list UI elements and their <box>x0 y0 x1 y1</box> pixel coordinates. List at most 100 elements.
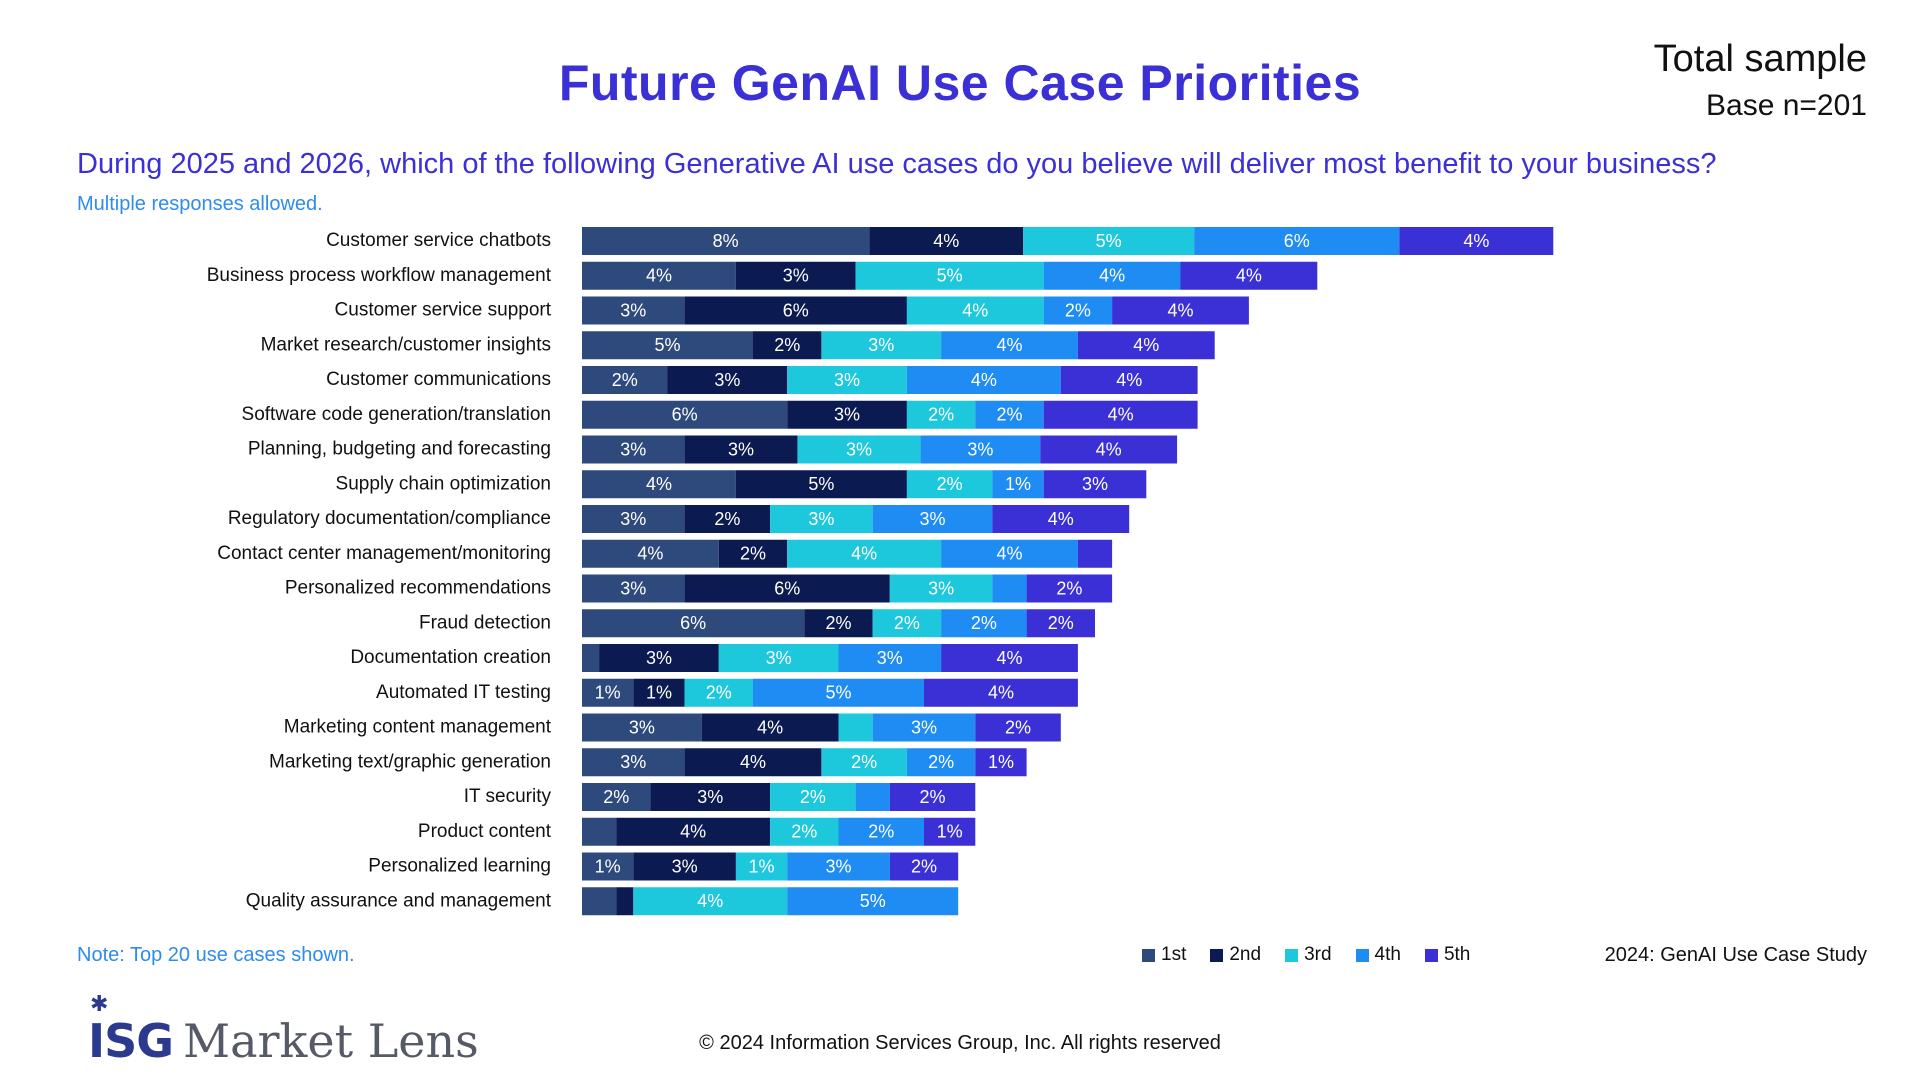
bar-segment-4th <box>992 470 1044 499</box>
data-label: 2% <box>740 544 766 564</box>
data-label: 6% <box>672 405 698 425</box>
bar-segment-1st <box>582 539 719 568</box>
bar-segment-3rd <box>735 852 788 881</box>
category-label: Marketing text/graphic generation <box>269 751 551 772</box>
category-label: Customer service chatbots <box>326 230 551 251</box>
bar-segment-3rd <box>797 435 921 464</box>
bar-segment-3rd <box>872 609 942 638</box>
data-label: 3% <box>620 509 646 529</box>
data-label: 4% <box>646 474 672 494</box>
bar-segment-1st <box>582 470 736 499</box>
data-label: 2% <box>791 822 817 842</box>
bar-segment-2nd <box>667 366 788 394</box>
data-label: 3% <box>911 717 937 737</box>
data-label: 2% <box>603 787 629 807</box>
bar-segment-4th <box>941 331 1078 360</box>
legend-swatch-2nd <box>1210 948 1224 962</box>
data-label: 5% <box>937 266 963 286</box>
bar-segment-3rd <box>770 783 856 811</box>
data-label: 4% <box>933 231 959 251</box>
data-label: 5% <box>1096 231 1122 251</box>
bar-segment-1st <box>582 817 617 846</box>
bar-segment-3rd <box>906 400 976 429</box>
data-label: 3% <box>928 578 954 598</box>
legend-item-5th: 5th <box>1424 944 1471 966</box>
data-label: 4% <box>988 683 1014 703</box>
bar-segment-3rd <box>684 678 753 707</box>
data-label: 3% <box>808 509 834 529</box>
bar-segment-5th <box>889 852 959 881</box>
bar-segment-4th <box>787 887 959 916</box>
data-label: 4% <box>996 335 1022 355</box>
legend-label-2nd: 2nd <box>1229 944 1262 965</box>
copyright-notice: © 2024 Information Services Group, Inc. … <box>699 1032 1221 1054</box>
data-label: 1% <box>988 752 1014 772</box>
bar-segment-3rd <box>770 817 839 846</box>
bar-segment-5th <box>1112 296 1249 325</box>
bar-segment-5th <box>1026 574 1113 603</box>
bar-segment-5th <box>941 644 1078 672</box>
bar-segment-3rd <box>787 539 942 568</box>
bar-segment-5th <box>1077 331 1215 360</box>
bar-segment-5th <box>924 817 976 846</box>
data-label: 3% <box>620 752 646 772</box>
data-label: 4% <box>680 822 706 842</box>
data-label: 6% <box>774 578 800 598</box>
data-label: 1% <box>595 683 621 703</box>
data-label: 2% <box>911 856 937 876</box>
bar-segment-3rd <box>718 644 839 672</box>
bar-segment-3rd <box>821 748 907 777</box>
data-label: 4% <box>637 544 663 564</box>
data-label: 3% <box>697 787 723 807</box>
bar-segment-2nd <box>633 678 685 707</box>
data-label: 1% <box>646 683 672 703</box>
data-label: 3% <box>620 439 646 459</box>
data-label: 1% <box>749 856 775 876</box>
data-label: 4% <box>1236 266 1262 286</box>
legend-label-1st: 1st <box>1161 944 1187 965</box>
data-label: 2% <box>928 405 954 425</box>
data-label: 2% <box>928 752 954 772</box>
data-label: 3% <box>629 717 655 737</box>
bar-segment-4th <box>838 644 942 672</box>
responses-note: Multiple responses allowed. <box>77 193 323 215</box>
bar-segment-2nd <box>735 470 907 499</box>
category-label: Quality assurance and management <box>246 890 552 911</box>
category-label: Customer service support <box>335 300 552 321</box>
data-label: 4% <box>740 752 766 772</box>
data-label: 2% <box>774 335 800 355</box>
category-label: Documentation creation <box>350 647 551 668</box>
bar-segment-2nd <box>633 852 736 881</box>
stacked-bar-chart: Customer service chatbots 8% 4% 5% 6% 4% Busin… <box>207 227 1554 916</box>
bar-segment-4th <box>920 435 1041 464</box>
data-label: 5% <box>825 683 851 703</box>
bar-segment-3rd <box>1023 227 1195 255</box>
bar-segment-1st <box>582 227 870 255</box>
bar-segment-4th <box>992 574 1027 603</box>
bar-segment-1st <box>582 678 634 707</box>
data-label: 3% <box>714 370 740 390</box>
bar-segment-2nd <box>753 331 822 360</box>
bar-segment-2nd <box>684 296 907 325</box>
data-label: 4% <box>996 544 1022 564</box>
category-label: Personalized recommendations <box>285 578 551 599</box>
bar-segment-5th <box>992 505 1130 533</box>
data-label: 4% <box>996 648 1022 668</box>
data-label: 4% <box>1108 405 1134 425</box>
bar-segment-2nd <box>650 783 771 811</box>
bar-segment-1st <box>582 609 805 638</box>
chart-title: Future GenAI Use Case Priorities <box>558 55 1362 111</box>
bar-segment-2nd <box>787 400 907 429</box>
legend-label-5th: 5th <box>1443 944 1471 965</box>
data-label: 4% <box>1096 439 1122 459</box>
data-label: 3% <box>646 648 672 668</box>
legend-swatch-3rd <box>1285 948 1299 962</box>
bar-segment-3rd <box>821 331 942 360</box>
data-label: 2% <box>714 509 740 529</box>
isg-market-lens-logo: ✱ ISG Market Lens <box>88 992 479 1068</box>
bar-segment-5th <box>1026 609 1095 638</box>
data-label: 3% <box>846 439 872 459</box>
bar-segment-5th <box>1399 227 1554 255</box>
logo-text: Market Lens <box>183 1014 479 1068</box>
data-label: 4% <box>851 544 877 564</box>
